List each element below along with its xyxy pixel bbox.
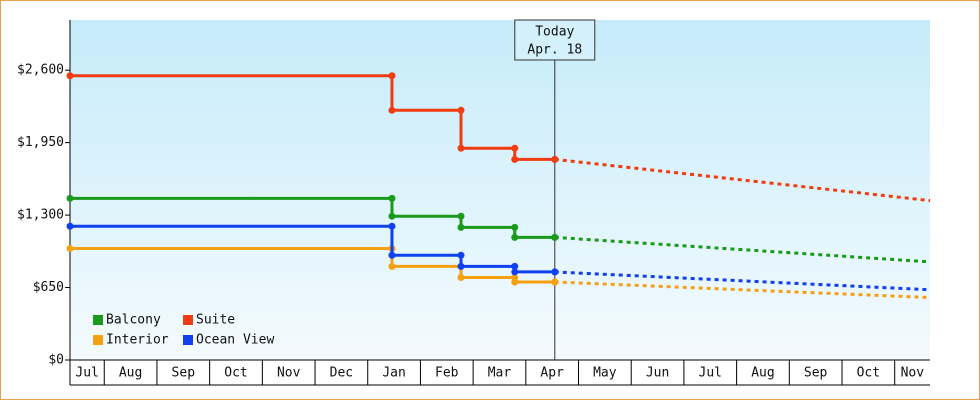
point	[511, 223, 519, 231]
point	[388, 194, 396, 202]
x-tick-label: Nov	[901, 366, 925, 381]
point	[511, 144, 519, 152]
projection-line	[554, 280, 931, 300]
point	[66, 72, 74, 80]
y-tick-label: $650	[33, 280, 64, 295]
today-date: Apr. 18	[527, 43, 582, 58]
point	[457, 223, 465, 231]
projection-line	[554, 270, 931, 292]
series	[66, 194, 931, 264]
point	[511, 155, 519, 163]
legend-swatch	[183, 315, 193, 325]
x-tick-label: Nov	[277, 366, 301, 381]
x-tick-label: Jun	[646, 366, 669, 381]
x-tick-label: Aug	[751, 366, 774, 381]
point	[388, 222, 396, 230]
x-tick-label: Sep	[172, 366, 196, 381]
x-tick-label: Oct	[224, 366, 247, 381]
point	[388, 262, 396, 270]
point	[388, 72, 396, 80]
point	[511, 268, 519, 276]
legend-label: Ocean View	[196, 333, 274, 348]
point	[511, 278, 519, 286]
y-tick-label: $1,950	[17, 135, 64, 150]
x-tick-label: Jul	[75, 366, 98, 381]
x-tick-label: Feb	[435, 366, 459, 381]
x-tick-label: Oct	[857, 366, 880, 381]
legend-swatch	[93, 315, 103, 325]
point	[457, 251, 465, 259]
point	[457, 106, 465, 114]
legend-swatch	[93, 335, 103, 345]
point	[551, 233, 559, 241]
point	[388, 251, 396, 259]
point	[66, 194, 74, 202]
projection-line	[554, 235, 931, 264]
legend-swatch	[183, 335, 193, 345]
point	[457, 274, 465, 282]
y-tick-label: $0	[48, 353, 64, 368]
x-tick-label: May	[593, 366, 617, 381]
x-tick-label: Jul	[699, 366, 722, 381]
x-tick-label: Mar	[488, 366, 512, 381]
x-tick-label: Aug	[119, 366, 142, 381]
x-tick-label: Jan	[382, 366, 405, 381]
point	[66, 222, 74, 230]
y-tick-label: $2,600	[17, 63, 64, 78]
projection-line	[554, 157, 931, 203]
point	[66, 245, 74, 253]
point	[388, 212, 396, 220]
x-tick-label: Apr	[540, 366, 564, 381]
point	[457, 212, 465, 220]
y-tick-label: $1,300	[17, 208, 64, 223]
x-tick-label: Dec	[330, 366, 353, 381]
point	[551, 155, 559, 163]
plot-area	[70, 20, 930, 360]
x-tick-label: Sep	[804, 366, 828, 381]
legend-label: Interior	[106, 333, 169, 348]
point	[511, 233, 519, 241]
point	[511, 262, 519, 270]
point	[457, 144, 465, 152]
today-box	[514, 19, 596, 61]
series	[66, 222, 931, 292]
today-label: Today	[535, 25, 574, 40]
series	[66, 72, 931, 203]
series	[66, 245, 931, 300]
point	[388, 106, 396, 114]
legend-label: Suite	[196, 313, 235, 328]
point	[551, 268, 559, 276]
point	[551, 278, 559, 286]
legend-label: Balcony	[106, 313, 161, 328]
point	[457, 262, 465, 270]
